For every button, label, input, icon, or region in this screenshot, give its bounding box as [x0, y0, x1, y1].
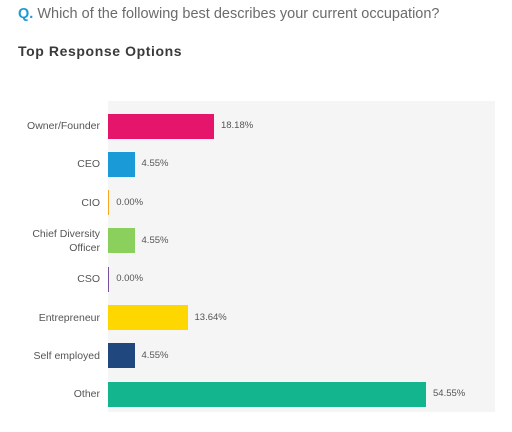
category-label: CIO — [5, 196, 100, 210]
question-text: Q. Which of the following best describes … — [18, 6, 508, 22]
category-label-line: Owner/Founder — [27, 120, 100, 132]
category-label-line: Entrepreneur — [38, 311, 100, 324]
category-label-line: CSO — [77, 273, 100, 286]
category-label: Other — [5, 387, 100, 401]
value-label: 4.55% — [141, 349, 169, 361]
bar — [108, 228, 135, 254]
bar — [108, 266, 110, 292]
category-label: Entrepreneur — [5, 311, 100, 325]
category-label-line: CIO — [81, 196, 100, 209]
category-label: Chief Diversity Officer — [5, 227, 100, 255]
value-label: 4.55% — [141, 234, 169, 246]
value-label: 4.55% — [141, 158, 169, 170]
value-label: 13.64% — [194, 311, 227, 323]
category-label-line: CEO — [77, 158, 100, 171]
plot-area — [108, 101, 495, 412]
bar — [108, 343, 135, 369]
value-label: 0.00% — [116, 196, 144, 208]
value-label: 54.55% — [433, 388, 466, 400]
category-label: CEO — [5, 157, 100, 171]
value-label: 18.18% — [220, 120, 254, 131]
category-label-line: Self employed — [33, 349, 100, 362]
bar — [108, 305, 188, 330]
category-label: CSO — [5, 272, 100, 286]
question-body: Which of the following best describes yo… — [37, 6, 440, 22]
category-label-line: Officer — [69, 241, 100, 254]
category-label-line: Other — [73, 388, 100, 401]
section-title: Top Response Options — [18, 43, 183, 59]
category-label: Owner/Founder — [5, 119, 100, 133]
bar — [108, 381, 426, 407]
bar — [108, 190, 110, 216]
question-prefix: Q. — [18, 6, 34, 22]
value-label: 0.00% — [116, 273, 144, 285]
bar — [108, 113, 214, 139]
category-label: Self employed — [5, 349, 100, 363]
category-label-line: Chief Diversity — [32, 227, 100, 240]
bar — [108, 151, 135, 177]
